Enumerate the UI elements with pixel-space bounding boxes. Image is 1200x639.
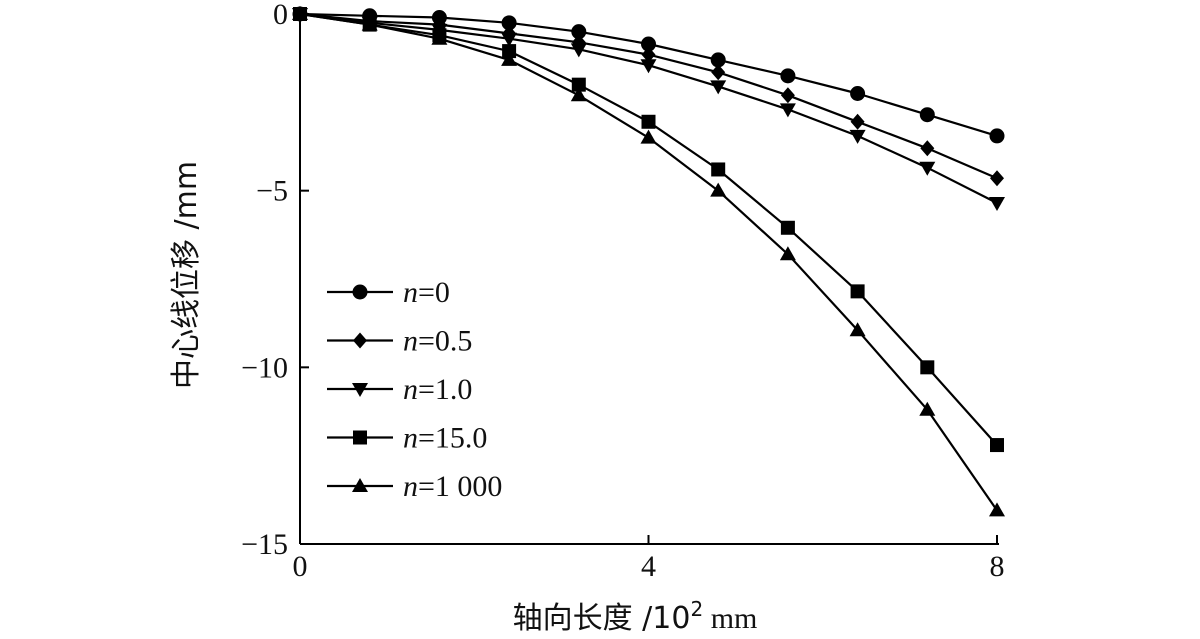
data-point-s1-10 — [990, 170, 1004, 187]
x-tick-label: 0 — [293, 550, 308, 583]
axis-labels: 中心线位移 /mm 轴向长度 /102 mm — [169, 161, 757, 636]
data-point-s1-5 — [641, 46, 656, 63]
legend-label-4: n=1 000 — [403, 470, 502, 503]
data-point-s4-10 — [989, 502, 1005, 517]
data-point-s2-7 — [779, 103, 796, 118]
legend-label-0: n=0 — [403, 276, 450, 309]
data-point-s3-10 — [990, 438, 1004, 453]
data-point-s4-4 — [570, 87, 587, 102]
data-point-s3-9 — [920, 360, 935, 375]
y-tick-label: −5 — [256, 175, 288, 208]
y-tick-label: −10 — [241, 351, 288, 384]
data-point-s2-10 — [989, 197, 1005, 212]
x-axis-label-sup: 2 — [690, 597, 703, 621]
data-point-s2-9 — [919, 161, 936, 176]
legend-label-val: =1 000 — [418, 470, 502, 503]
legend-label-1: n=0.5 — [403, 325, 472, 358]
x-tick-label: 4 — [641, 550, 656, 583]
data-point-s1-7 — [780, 87, 795, 104]
data-point-s4-6 — [710, 182, 727, 197]
data-point-s4-5 — [640, 129, 657, 144]
legend-label-var: n — [403, 373, 418, 406]
data-point-s2-3 — [501, 32, 518, 47]
data-point-s0-8 — [850, 86, 866, 101]
series-4 — [292, 6, 1005, 517]
data-point-s3-6 — [711, 162, 726, 177]
legend-item-4: n=1 000 — [327, 470, 502, 503]
data-point-s3-7 — [780, 220, 795, 235]
legend: n=0n=0.5n=1.0n=15.0n=1 000 — [327, 276, 502, 503]
legend-marker-3 — [353, 430, 367, 445]
data-point-s1-8 — [850, 113, 865, 130]
legend-marker-1 — [353, 332, 367, 349]
data-point-s1-9 — [920, 140, 935, 157]
x-axis-label-main: 轴向长度 /10 — [513, 601, 691, 636]
data-point-s0-5 — [641, 36, 656, 52]
data-point-s4-7 — [779, 246, 796, 261]
y-tick-label: −15 — [241, 528, 288, 561]
data-point-s3-8 — [850, 284, 865, 299]
data-point-s4-2 — [431, 30, 448, 45]
legend-label-val: =0 — [418, 276, 450, 309]
data-point-s3-5 — [641, 114, 656, 129]
x-tick-label: 8 — [990, 550, 1005, 583]
data-point-s0-9 — [919, 107, 935, 123]
data-point-s3-4 — [571, 77, 586, 92]
legend-marker-2 — [352, 383, 368, 397]
legend-label-var: n — [403, 422, 418, 455]
legend-item-0: n=0 — [327, 276, 450, 309]
legend-label-val: =15.0 — [418, 422, 487, 455]
legend-label-3: n=15.0 — [403, 422, 487, 455]
data-point-s2-5 — [640, 59, 657, 74]
axes: 0−5−10−150 4 8 — [241, 0, 1004, 583]
y-axis-label: 中心线位移 /mm — [169, 161, 204, 389]
data-point-s4-0 — [292, 6, 308, 20]
legend-label-var: n — [403, 470, 418, 503]
data-point-s2-8 — [849, 129, 866, 144]
series-3 — [293, 7, 1004, 453]
data-point-s0-3 — [501, 15, 517, 31]
data-point-s0-4 — [571, 24, 587, 40]
data-point-s0-7 — [780, 68, 796, 84]
data-point-s0-10 — [989, 128, 1005, 144]
data-point-s4-9 — [919, 401, 936, 416]
x-axis-label: 轴向长度 /102 mm — [513, 597, 758, 636]
data-point-s2-6 — [710, 80, 727, 95]
legend-label-var: n — [403, 325, 418, 358]
series-group — [292, 6, 1005, 517]
series-1 — [293, 6, 1004, 187]
legend-marker-4 — [352, 478, 368, 492]
legend-item-2: n=1.0 — [327, 373, 472, 406]
legend-item-3: n=15.0 — [327, 422, 487, 455]
data-point-s4-1 — [361, 16, 378, 31]
legend-label-var: n — [403, 276, 418, 309]
legend-label-2: n=1.0 — [403, 373, 472, 406]
legend-label-val: =1.0 — [418, 373, 472, 406]
data-point-s2-4 — [570, 43, 587, 58]
data-point-s1-6 — [711, 64, 726, 81]
data-point-s3-3 — [502, 44, 517, 59]
data-point-s4-8 — [849, 322, 866, 337]
legend-label-val: =0.5 — [418, 325, 472, 358]
y-tick-label: 0 — [273, 0, 288, 31]
x-axis-label-unit: mm — [703, 602, 757, 635]
legend-item-1: n=0.5 — [327, 325, 472, 358]
data-point-s0-6 — [710, 52, 726, 68]
legend-marker-0 — [352, 284, 368, 300]
data-point-s4-3 — [501, 51, 518, 66]
